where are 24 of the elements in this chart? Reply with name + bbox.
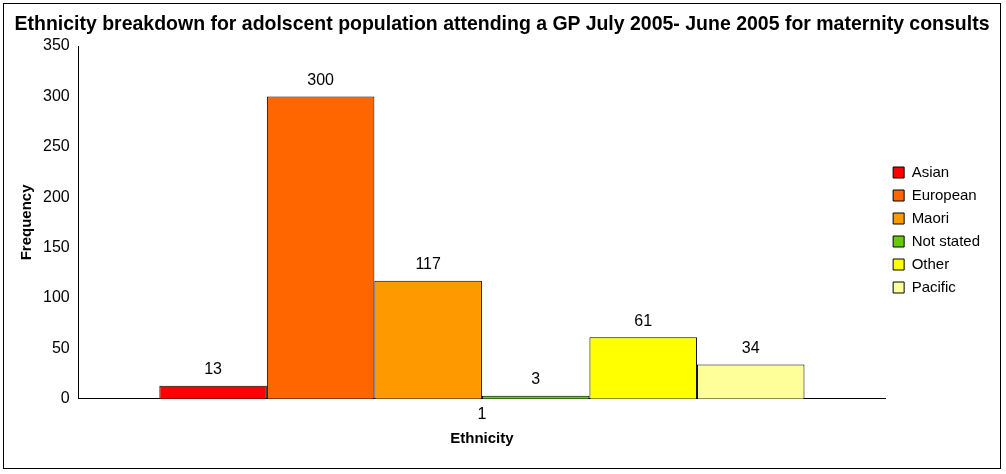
x-tick-label: 1 <box>477 404 487 422</box>
y-tick-label: 50 <box>51 338 70 356</box>
y-tick-label: 200 <box>42 187 70 205</box>
y-tick-label: 150 <box>42 238 70 256</box>
data-label: 34 <box>741 338 760 356</box>
data-label: 3 <box>531 370 541 388</box>
data-label: 61 <box>634 311 653 329</box>
y-tick-label: 250 <box>42 137 70 155</box>
x-axis-title: Ethnicity <box>450 429 515 447</box>
data-label: 300 <box>307 70 335 88</box>
y-tick-label: 300 <box>42 86 70 104</box>
y-tick-label: 0 <box>60 389 70 407</box>
y-axis-title: Frequency <box>17 183 35 261</box>
legend-label: Maori <box>911 208 950 226</box>
legend-label: Other <box>911 254 950 272</box>
data-label: 13 <box>204 360 223 378</box>
legend-label: Not stated <box>911 231 980 249</box>
y-tick-label: 100 <box>42 288 70 306</box>
data-label: 117 <box>415 255 441 273</box>
chart-title: Ethnicity breakdown for adolscent population attending a GP July 2005- June 2005 for maternity consults <box>14 11 990 34</box>
legend-label: Asian <box>911 162 950 180</box>
y-tick-label: 350 <box>42 36 70 54</box>
legend-label: Pacific <box>911 277 957 295</box>
legend-label: European <box>911 185 977 203</box>
